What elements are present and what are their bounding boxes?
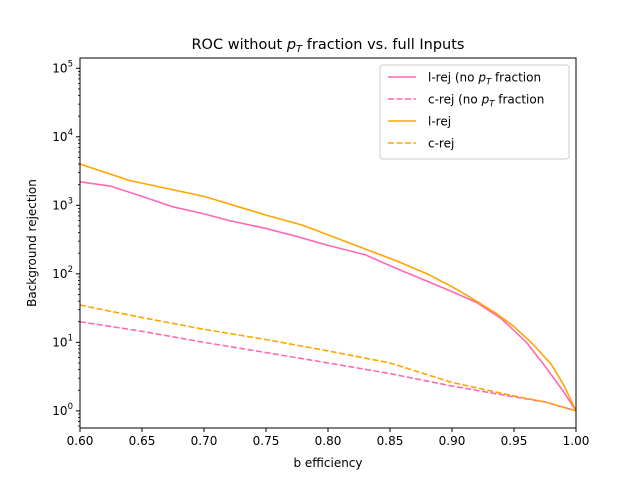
x-tick-label: 1.00 bbox=[563, 434, 590, 448]
legend-box bbox=[379, 64, 570, 160]
chart-title-subscript: T bbox=[296, 44, 303, 55]
y-ticks: 100 101 102 103 104 105 bbox=[52, 59, 80, 427]
chart-title-symbol: p bbox=[286, 37, 296, 53]
legend-label-1: l-rej (no pT fraction bbox=[428, 71, 541, 88]
y-tick-label: 101 bbox=[52, 333, 73, 349]
chart-title-prefix: ROC without bbox=[191, 37, 286, 53]
x-tick-label: 0.60 bbox=[67, 434, 94, 448]
y-axis-label: Background rejection bbox=[25, 179, 39, 307]
series-line-3 bbox=[80, 163, 576, 412]
legend-label-3: l-rej bbox=[428, 115, 451, 129]
legend: l-rej (no pT fraction c-rej (no pT fracti… bbox=[379, 64, 570, 160]
legend-label-2: c-rej (no pT fraction bbox=[428, 93, 544, 110]
x-tick-label: 0.80 bbox=[315, 434, 342, 448]
x-tick-label: 0.95 bbox=[501, 434, 528, 448]
y-tick-label: 104 bbox=[52, 128, 73, 144]
x-tick-label: 0.65 bbox=[129, 434, 156, 448]
y-tick-label: 102 bbox=[52, 265, 73, 281]
y-tick-label: 105 bbox=[52, 59, 73, 75]
x-tick-label: 0.85 bbox=[377, 434, 404, 448]
x-tick-label: 0.75 bbox=[253, 434, 280, 448]
x-tick-label: 0.70 bbox=[191, 434, 218, 448]
x-axis-label: b efficiency bbox=[293, 456, 362, 470]
x-tick-label: 0.90 bbox=[439, 434, 466, 448]
series-line-1 bbox=[80, 181, 576, 412]
x-ticks: 0.60 0.65 0.70 0.75 0.80 0.85 0.90 0.95 1.00 bbox=[67, 428, 590, 448]
chart-title-suffix: fraction vs. full Inputs bbox=[302, 37, 464, 53]
series-layer bbox=[80, 163, 576, 412]
y-tick-label: 103 bbox=[52, 196, 73, 212]
chart-title: ROC without pT fraction vs. full Inputs bbox=[191, 37, 464, 55]
legend-label-4: c-rej bbox=[428, 137, 454, 151]
y-tick-label: 100 bbox=[52, 402, 73, 418]
series-line-4 bbox=[80, 304, 576, 412]
